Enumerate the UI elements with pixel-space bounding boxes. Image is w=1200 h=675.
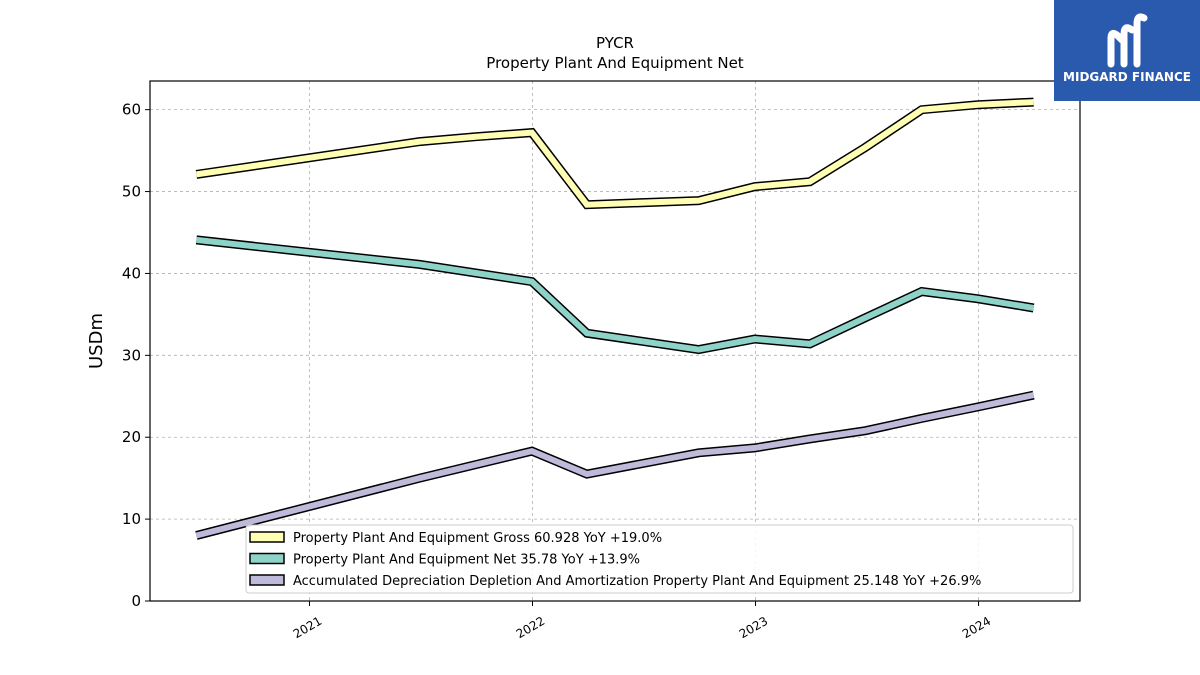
series-line-outline-3 [195,390,1035,540]
y-axis-label: USDm [86,313,107,369]
legend: Property Plant And Equipment Gross 60.92… [245,524,1074,594]
y-tick-label: 0 [131,592,141,610]
brand-logo: MIDGARD FINANCE [1054,0,1200,101]
series-line-1 [195,99,1034,208]
legend-entry-3: Accumulated Depreciation Depletion And A… [293,574,981,589]
y-tick-label: 30 [122,346,141,364]
chart-title: PYCR [596,34,634,52]
x-tick-label: 2023 [737,614,770,641]
series-line-3 [195,392,1035,539]
legend-entry-1: Property Plant And Equipment Gross 60.92… [293,531,662,546]
x-tick-label: 2021 [291,614,324,641]
y-tick-label: 50 [122,183,141,201]
x-axis: 2021 2022 2023 2024 [291,601,993,641]
legend-box [245,524,1074,594]
x-tick-label: 2022 [514,614,547,641]
legend-swatch-2 [249,552,285,565]
plot-frame [149,80,1081,602]
x-tick-label: 2024 [960,614,993,641]
y-axis: 0 10 20 30 40 50 60 [122,101,150,610]
series-line-2 [196,236,1035,353]
brand-name: MIDGARD FINANCE [1063,70,1191,84]
midgard-m-logo-icon [1107,13,1148,68]
legend-entry-2: Property Plant And Equipment Net 35.78 Y… [293,553,640,568]
y-tick-label: 10 [122,510,141,528]
y-tick-label: 40 [122,264,141,282]
chart-subtitle: Property Plant And Equipment Net [486,54,743,72]
legend-swatch-1 [249,531,285,543]
y-tick-label: 20 [122,428,141,446]
series-lines [195,97,1035,540]
y-tick-label: 60 [122,101,141,119]
legend-swatch-3 [249,574,285,586]
